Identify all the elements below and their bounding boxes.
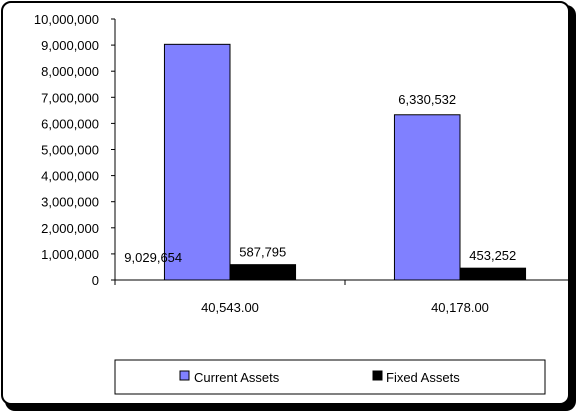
legend-swatch-current-assets <box>179 370 190 381</box>
y-tick-label: 9,000,000 <box>41 38 99 53</box>
chart-frame <box>1 1 570 405</box>
x-tick-label: 40,543.00 <box>201 300 259 315</box>
data-label: 9,029,654 <box>124 250 182 265</box>
bars <box>163 43 527 281</box>
data-labels: 9,029,654 587,795 6,330,532 453,252 <box>124 92 516 265</box>
y-tick-label: 4,000,000 <box>41 169 99 184</box>
data-label: 453,252 <box>469 248 516 263</box>
y-tick-label: 0 <box>92 273 99 288</box>
bar-fixed-assets <box>229 264 297 281</box>
data-label: 6,330,532 <box>398 92 456 107</box>
legend-label-current-assets: Current Assets <box>194 370 280 385</box>
y-tick-label: 8,000,000 <box>41 64 99 79</box>
x-axis: 40,543.00 40,178.00 <box>114 279 576 315</box>
y-tick-label: 10,000,000 <box>34 12 99 27</box>
bar-fixed-assets <box>459 267 527 281</box>
legend-swatch-fixed-assets <box>372 370 383 381</box>
bar-current-assets <box>393 114 461 281</box>
y-tick-label: 5,000,000 <box>41 143 99 158</box>
y-tick-label: 1,000,000 <box>41 247 99 262</box>
y-tick-label: 6,000,000 <box>41 116 99 131</box>
y-tick-label: 3,000,000 <box>41 195 99 210</box>
bar-current-assets <box>163 43 231 281</box>
legend-label-fixed-assets: Fixed Assets <box>386 370 460 385</box>
x-tick-label: 40,178.00 <box>431 300 489 315</box>
y-tick-label: 2,000,000 <box>41 221 99 236</box>
legend: Current Assets Fixed Assets <box>114 359 546 395</box>
y-axis: 0 1,000,000 2,000,000 3,000,000 4,000,000 5,0… <box>34 12 116 288</box>
data-label: 587,795 <box>239 245 286 260</box>
y-tick-label: 7,000,000 <box>41 90 99 105</box>
